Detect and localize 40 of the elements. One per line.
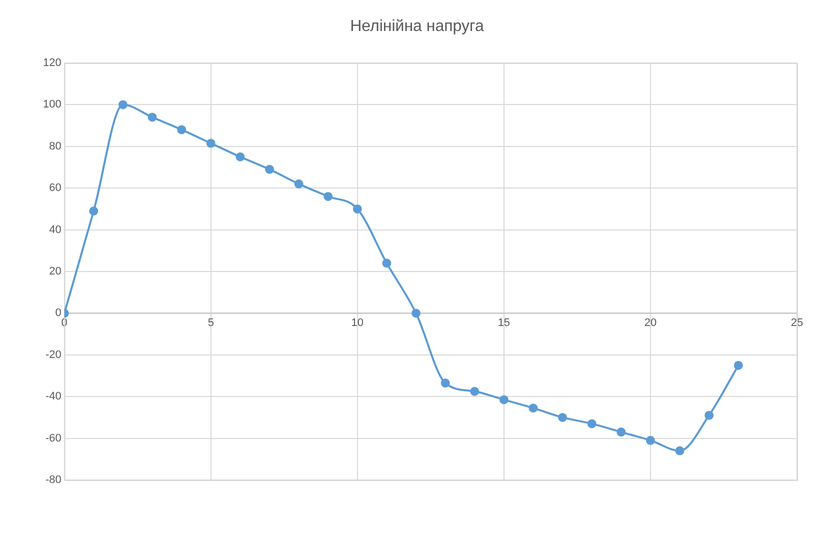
x-tick-label: 5 [208,316,214,329]
y-tick-label: 0 [55,307,62,320]
point [704,410,714,420]
y-tick-label: -60 [45,432,62,444]
y-tick-label: 40 [49,224,62,236]
point [558,412,568,422]
y-tick-label: 100 [42,98,62,111]
x-tick-label: 10 [351,316,364,329]
point [528,404,538,413]
point [440,378,450,388]
point [324,192,333,201]
point [206,138,216,148]
x-tick-label: 20 [644,316,657,329]
point [118,100,128,110]
point [412,308,421,318]
point [382,258,392,268]
x-tick-label: 15 [498,316,510,329]
y-tick-label: 120 [42,57,62,70]
y-tick-label: -20 [45,348,62,361]
chart-title: Нелінійна напруга [349,18,485,36]
point [294,179,304,188]
point [499,395,508,404]
point [352,204,362,214]
y-tick-label: -80 [45,474,62,486]
point [177,125,186,134]
point [646,436,655,445]
y-tick-label: 20 [49,266,62,278]
point [470,386,480,396]
point [89,206,98,216]
point [236,152,245,162]
point [587,419,596,428]
y-tick-label: -40 [45,390,62,403]
y-tick-label: 60 [49,182,62,194]
point [616,428,626,437]
point [675,446,684,456]
point [148,112,157,122]
point [734,360,743,370]
point [264,164,274,174]
x-tick-label: 25 [790,316,804,329]
y-tick-label: 80 [49,140,62,152]
